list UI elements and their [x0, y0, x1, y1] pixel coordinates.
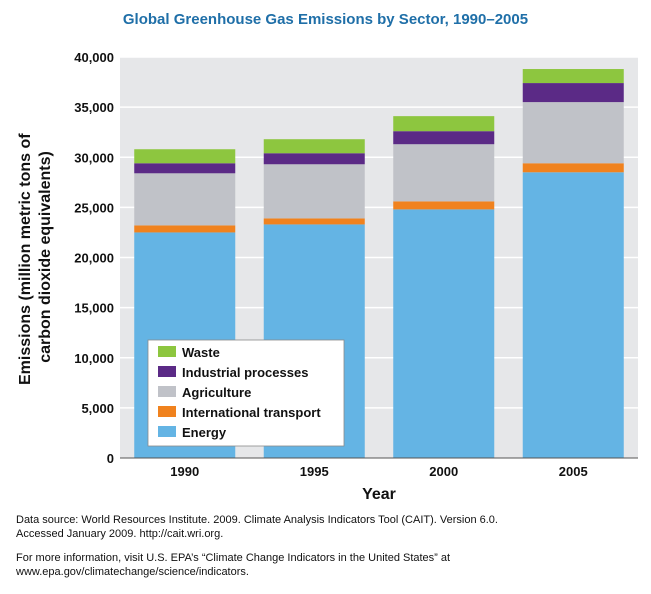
y-tick-label: 15,000 [74, 301, 114, 316]
y-tick-label: 20,000 [74, 251, 114, 266]
chart-title: Global Greenhouse Gas Emissions by Secto… [122, 11, 529, 28]
y-axis-label-line-2: carbon dioxide equivalents) [37, 151, 54, 363]
legend-label: International transport [182, 405, 321, 420]
y-tick-labels: 0 5,000 10,000 15,000 20,000 25,000 30,000 35,0… [74, 50, 114, 466]
bar-segment-waste [393, 116, 495, 132]
stacked-bar-chart: 0 5,000 10,000 15,000 20,000 25,000 30,000 35,0… [17, 50, 638, 500]
y-tick-label: 25,000 [74, 200, 114, 215]
legend-swatch [158, 406, 176, 417]
legend-swatch [158, 366, 176, 377]
data-source-note: Data source: World Resources Institute. … [16, 513, 636, 541]
source-line-2: Accessed January 2009. http://cait.wri.o… [16, 528, 224, 540]
bar-segment-industrial-processes [522, 83, 624, 103]
y-tick-label: 35,000 [74, 100, 114, 115]
bar-segment-energy [522, 172, 624, 458]
y-tick-label: 0 [107, 451, 114, 466]
legend-swatch [158, 426, 176, 437]
x-tick-label: 2005 [559, 464, 588, 479]
y-axis-label: Emissions (million metric tons of carbon… [17, 129, 54, 385]
bar-segment-international-transport [522, 163, 624, 173]
legend-box [147, 339, 345, 447]
bar-segment-waste [134, 149, 236, 164]
x-tick-label: 2000 [429, 464, 458, 479]
legend-label: Waste [182, 345, 220, 360]
x-tick-label: 1990 [170, 464, 199, 479]
bar-segment-international-transport [134, 225, 236, 233]
y-tick-label: 30,000 [74, 150, 114, 165]
y-tick-label: 40,000 [74, 50, 114, 65]
bar-segment-industrial-processes [393, 131, 495, 145]
legend-label: Energy [182, 425, 227, 440]
legend-swatch [158, 346, 176, 357]
bar-segment-agriculture [393, 144, 495, 202]
bar-segment-agriculture [522, 102, 624, 164]
bar-segment-agriculture [263, 164, 365, 219]
bar-segment-international-transport [263, 218, 365, 225]
y-tick-label: 5,000 [81, 401, 114, 416]
info-line-2: www.epa.gov/climatechange/science/indica… [16, 566, 249, 578]
legend-swatch [158, 386, 176, 397]
bar-segment-waste [263, 139, 365, 154]
bar-segment-international-transport [393, 201, 495, 210]
info-line-1: For more information, visit U.S. EPA’s “… [16, 552, 451, 564]
x-tick-labels: 1990 1995 2000 2005 [170, 464, 587, 479]
x-axis-label: Year [362, 486, 396, 500]
more-info-note: For more information, visit U.S. EPA’s “… [16, 551, 636, 579]
legend-label: Agriculture [182, 385, 251, 400]
legend-items: Waste Industrial processes Agriculture Inte… [158, 345, 321, 440]
y-tick-label: 10,000 [74, 351, 114, 366]
x-tick-label: 1995 [300, 464, 329, 479]
legend-label: Industrial processes [182, 365, 308, 380]
source-line-1: Data source: World Resources Institute. … [16, 514, 498, 526]
bar-segment-industrial-processes [134, 163, 236, 174]
bar-segment-waste [522, 69, 624, 84]
bar-segment-energy [393, 209, 495, 458]
bar-segment-agriculture [134, 173, 236, 226]
legend: Waste Industrial processes Agriculture Inte… [147, 339, 345, 447]
y-axis-label-line-1: Emissions (million metric tons of [17, 133, 34, 385]
bar-segment-industrial-processes [263, 153, 365, 165]
